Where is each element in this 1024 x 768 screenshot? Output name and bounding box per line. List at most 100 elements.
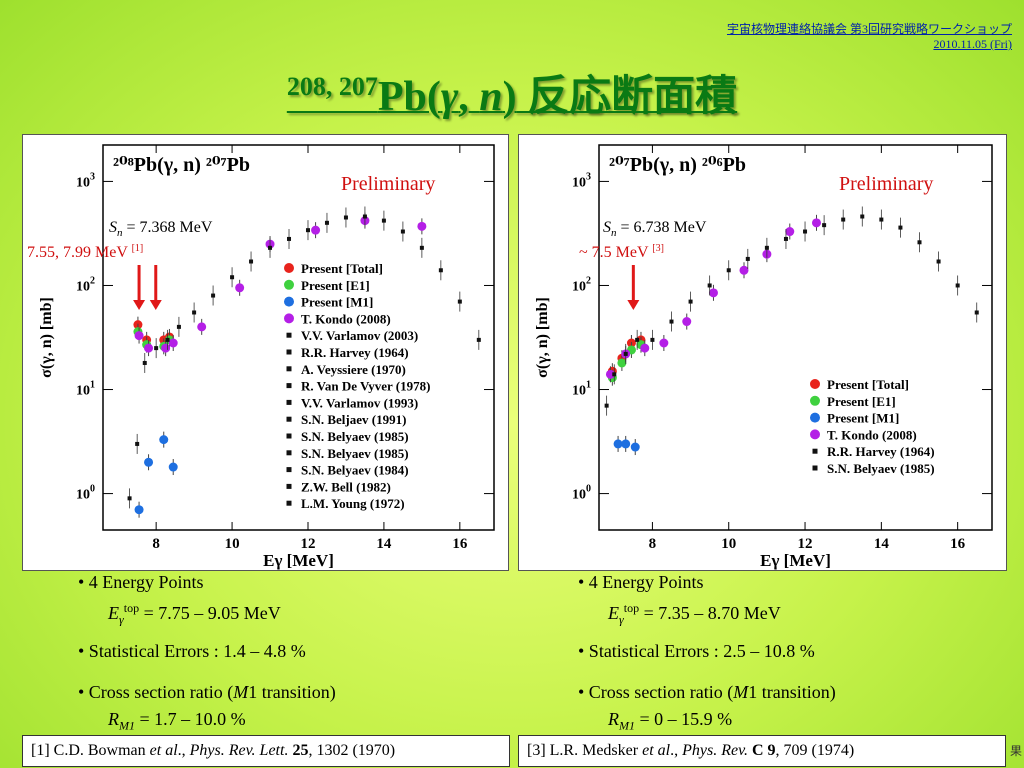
data-point-t-kondo-2008- [311, 225, 321, 235]
data-point-other [879, 217, 884, 222]
data-point-other [650, 337, 655, 342]
data-point-other [305, 228, 310, 233]
data-point-t-kondo-2008- [811, 218, 821, 228]
data-point-other [669, 319, 674, 324]
sn-label: Sn = 6.738 MeV [603, 219, 707, 239]
data-point-other [249, 259, 254, 264]
data-point-other [165, 337, 170, 342]
m1-energy-label: 7.55, 7.99 MeV [1] [27, 243, 143, 261]
x-tick-label: 14 [376, 536, 392, 552]
data-point-t-kondo-2008- [168, 338, 178, 348]
legend-entry: T. Kondo (2008) [301, 311, 391, 326]
data-point-other [955, 283, 960, 288]
legend-entry: T. Kondo (2008) [827, 427, 917, 442]
legend-marker [286, 399, 292, 405]
legend-marker [286, 383, 292, 389]
page-mark: 果 [1009, 744, 1022, 758]
title-gamma: γ [440, 74, 459, 120]
left-etop: Eγtop = 7.75 – 9.05 MeV [108, 601, 281, 627]
data-point-other [974, 310, 979, 315]
x-tick-label: 14 [874, 536, 890, 552]
y-tick-label: 103 [76, 171, 95, 190]
data-point-other [707, 283, 712, 288]
reaction-label: ²⁰⁷Pb(γ, n) ²⁰⁶Pb [609, 154, 746, 176]
legend-marker [286, 500, 292, 506]
legend-entry: S.N. Belyaev (1985) [301, 446, 409, 461]
data-point-t-kondo-2008- [605, 369, 615, 379]
y-tick-label: 103 [572, 171, 591, 190]
m1-arrow-head [133, 300, 146, 310]
left-stat-errors: • Statistical Errors : 1.4 – 4.8 % [78, 641, 306, 661]
data-point-other [127, 496, 132, 501]
data-point-t-kondo-2008- [708, 288, 718, 298]
right-ratio: • Cross section ratio (M1 transition) [578, 682, 836, 702]
data-point-other [635, 337, 640, 342]
legend-entry: Present [M1] [301, 295, 373, 310]
legend-entry: V.V. Varlamov (1993) [301, 395, 418, 410]
data-point-present-m1- [621, 439, 631, 449]
data-point-t-kondo-2008- [417, 221, 427, 231]
legend-marker [284, 313, 294, 324]
slide-title: 208, 207Pb(γ, n) 反応断面積 [0, 62, 1024, 123]
data-point-other [324, 220, 329, 225]
data-point-other [764, 245, 769, 250]
data-point-other [419, 245, 424, 250]
data-point-other [135, 441, 140, 446]
legend-marker [812, 465, 818, 471]
data-point-other [917, 240, 922, 245]
y-tick-label: 102 [572, 275, 591, 294]
legend-marker [286, 416, 292, 422]
legend-entry: S.N. Belyaev (1985) [827, 461, 935, 476]
x-tick-label: 12 [300, 536, 315, 552]
data-point-t-kondo-2008- [134, 331, 144, 341]
title-jp: 反応断面積 [516, 74, 738, 120]
data-point-t-kondo-2008- [235, 283, 245, 293]
data-point-other [860, 214, 865, 219]
right-etop: Eγtop = 7.35 – 8.70 MeV [608, 601, 781, 627]
legend-marker [810, 412, 820, 423]
left-energy-points: • 4 Energy Points [78, 572, 204, 592]
legend-entry: R.R. Harvey (1964) [301, 345, 409, 360]
legend-marker [286, 467, 292, 473]
x-tick-label: 16 [452, 536, 468, 552]
x-tick-label: 10 [721, 536, 736, 552]
x-tick-label: 8 [152, 536, 160, 552]
y-tick-label: 100 [572, 484, 591, 503]
chart-pb207: 8 10 12 14 16 100 101 102 103 Eγ [MeV] σ(γ, n) [mb… [534, 144, 993, 570]
chart-panel-pb207: 8 10 12 14 16 100 101 102 103 Eγ [MeV] σ(γ, n) [mb… [518, 134, 1007, 571]
preliminary-label: Preliminary [839, 173, 933, 195]
title-comma: , [458, 74, 469, 120]
data-point-other [936, 259, 941, 264]
y-tick-label: 101 [76, 380, 95, 399]
legend-entry: Present [E1] [301, 278, 370, 293]
data-point-other [176, 324, 181, 329]
legend-entry: S.N. Belyaev (1984) [301, 463, 409, 478]
data-point-present-m1- [144, 457, 154, 467]
legend-marker [284, 296, 294, 307]
x-tick-label: 12 [798, 536, 813, 552]
data-point-t-kondo-2008- [739, 265, 749, 275]
data-point-other [726, 268, 731, 273]
reference-right: [3] L.R. Medsker et al., Phys. Rev. C 9,… [518, 735, 1006, 767]
left-ratio: • Cross section ratio (M1 transition) [78, 682, 336, 702]
legend-marker [810, 395, 820, 406]
legend-marker [286, 349, 292, 355]
y-tick-label: 102 [76, 275, 95, 294]
title-pb: Pb( [377, 74, 441, 120]
data-point-present-m1- [613, 439, 623, 449]
data-point-present-e1- [617, 358, 627, 368]
y-tick-label: 100 [76, 484, 95, 503]
workshop-title: 宇宙核物理連絡協議会 第3回研究戦略ワークショップ [726, 22, 1012, 36]
preliminary-label: Preliminary [341, 173, 435, 195]
legend-entry: S.N. Belyaev (1985) [301, 429, 409, 444]
y-axis-label: σ(γ, n) [mb] [38, 297, 55, 378]
sn-label: Sn = 7.368 MeV [109, 219, 213, 239]
x-axis-label: Eγ [MeV] [263, 551, 334, 570]
x-axis-label: Eγ [MeV] [760, 551, 831, 570]
plot-frame [102, 144, 495, 531]
data-point-other [457, 299, 462, 304]
data-point-t-kondo-2008- [659, 338, 669, 348]
y-tick-label: 101 [572, 380, 591, 399]
data-point-present-m1- [159, 435, 169, 445]
legend-entry: L.M. Young (1972) [301, 496, 405, 511]
